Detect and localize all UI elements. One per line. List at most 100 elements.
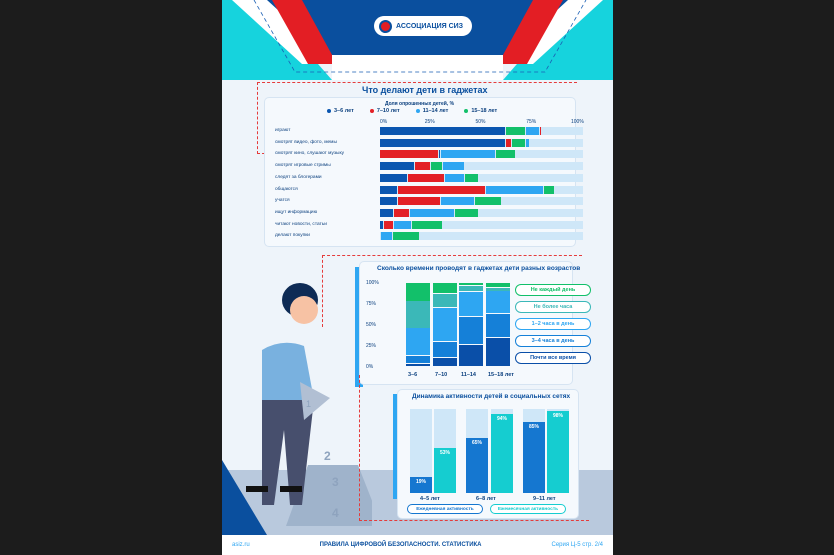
bar-segment — [380, 220, 384, 229]
legend-item: 11–14 лет — [415, 108, 448, 114]
category-label: читают новости, статьи — [275, 221, 327, 227]
bar-segment — [380, 138, 505, 147]
bar-segment — [440, 197, 475, 206]
org-logo: АССОЦИАЦИЯ СИЗ — [374, 16, 472, 36]
bar-segment — [410, 208, 455, 217]
bar-segment — [455, 208, 479, 217]
bar-value-label: 98% — [552, 412, 563, 419]
x-category-label: 7–10 — [435, 372, 448, 378]
org-name: АССОЦИАЦИЯ СИЗ — [396, 22, 464, 30]
stacked-bar-segment — [459, 316, 483, 345]
bar-segment — [384, 220, 394, 229]
bar-track — [380, 173, 583, 182]
header-decoration — [222, 0, 613, 80]
category-label: общаются — [275, 186, 298, 192]
category-label: ищут информацию — [275, 209, 318, 215]
bar-value-label: 65% — [471, 440, 482, 447]
stacked-bar-segment — [433, 293, 457, 308]
stacked-bar-segment — [406, 363, 430, 367]
y-tick-label: 50% — [366, 322, 377, 328]
bar-segment — [394, 208, 410, 217]
bar-segment — [485, 185, 544, 194]
chart3-plot: 19% 53% 4–5 лет 65% 94% 6–8 лет 85% 98% 9–11 лет… — [398, 390, 578, 518]
activity-bar — [410, 477, 432, 493]
bar-track — [380, 162, 583, 171]
bar-segment — [394, 220, 412, 229]
category-label: смотрят игровые стримы — [275, 163, 331, 169]
chart1-legend: 3–6 лет 7–10 лет 11–14 лет 15–18 лет — [327, 108, 497, 114]
bar-value-label: 85% — [528, 423, 539, 430]
bar-segment — [440, 150, 495, 159]
x-tick-label: 50% — [475, 119, 486, 125]
x-category-label: 3–6 — [408, 372, 418, 378]
footer-site-link[interactable]: asiz.ru — [232, 542, 250, 548]
category-label: следят за блогерами — [275, 174, 322, 180]
x-category-label: 4–5 лет — [420, 496, 440, 502]
bar-segment — [442, 162, 465, 171]
chart3-title: Динамика активности детей в социальных с… — [412, 393, 571, 400]
bar-segment — [412, 220, 442, 229]
legend-dot-icon — [415, 109, 420, 113]
stacked-bar-segment — [433, 357, 457, 367]
bar-segment — [495, 150, 515, 159]
legend-pill: 3–4 часа в день — [515, 335, 591, 347]
bar-track — [380, 220, 583, 229]
teacher-illustration: 2 3 4 1 — [246, 283, 372, 526]
infographic-poster: АССОЦИАЦИЯ СИЗ 2 3 4 1 Что делают дети в… — [222, 0, 613, 555]
bar-segment — [444, 173, 465, 182]
category-label: смотрят видео, фото, мемы — [275, 139, 337, 145]
legend-pill: Не более часа — [515, 301, 591, 313]
chart1-title: Что делают дети в гаджетах — [362, 85, 488, 95]
stacked-bar-segment — [459, 345, 483, 367]
chart2-panel: Сколько времени проводят в гаджетах дети… — [360, 262, 591, 384]
bar-segment — [380, 173, 408, 182]
chart1-plot: 0% 25% 50% 75% 100% играют смотрят видео, фото… — [265, 98, 584, 246]
footer: asiz.ru ПРАВИЛА ЦИФРОВОЙ БЕЗОПАСНОСТИ. С… — [222, 535, 613, 555]
chart1-panel: Доля опрошенных детей, % 3–6 лет 7–10 лет… — [265, 98, 584, 246]
stacked-bar-segment — [459, 285, 483, 292]
bar-segment — [430, 162, 442, 171]
bar-segment — [380, 208, 394, 217]
activity-bar — [466, 438, 488, 493]
x-category-label: 11–14 — [461, 372, 476, 378]
bar-segment — [505, 127, 526, 135]
bar-segment — [381, 232, 393, 241]
stacked-bar-segment — [486, 283, 510, 288]
stacked-bar-segment — [433, 283, 457, 294]
stacked-bar-segment — [406, 301, 430, 328]
stacked-bar-segment — [459, 292, 483, 316]
x-category-label: 15–18 лет — [488, 372, 514, 378]
bar-segment — [414, 162, 430, 171]
bar-segment — [540, 127, 542, 135]
bar-segment — [438, 150, 440, 159]
y-tick-label: 25% — [366, 343, 377, 349]
bar-segment — [398, 197, 440, 206]
stacked-bar-segment — [406, 283, 430, 301]
stacked-bar-segment — [486, 314, 510, 337]
activity-bar — [434, 448, 456, 493]
activity-bar — [491, 414, 513, 493]
chart3-panel: Динамика активности детей в социальных с… — [398, 390, 578, 518]
chart3-frame — [359, 375, 589, 521]
y-tick-label: 100% — [366, 280, 379, 286]
stacked-bar-segment — [433, 341, 457, 357]
bar-segment — [380, 127, 505, 135]
legend-item: 15–18 лет — [464, 108, 497, 114]
legend-pill: Ежемесячная активность — [490, 504, 566, 514]
bar-value-label: 53% — [439, 450, 450, 457]
footer-series: Серия Ц-5 стр. 2/4 — [551, 542, 603, 548]
stacked-bar-segment — [459, 283, 483, 285]
bar-segment — [475, 197, 501, 206]
chart1-subtitle: Доля опрошенных детей, % — [385, 101, 455, 107]
category-label: смотрят кино, слушают музыку — [275, 151, 345, 157]
chart2-plot: 0% 25% 50% 75% 100% 3–6 7–10 11–14 15–18 лет Не к… — [360, 262, 591, 384]
org-emblem-icon — [379, 19, 392, 33]
x-tick-label: 75% — [526, 119, 537, 125]
legend-pill: Не каждый день — [515, 284, 591, 296]
floor-corner-decoration — [222, 460, 267, 535]
svg-text:3: 3 — [332, 475, 339, 489]
bar-segment — [398, 185, 485, 194]
stacked-bar-segment — [486, 337, 510, 367]
legend-pill: Ежедневная активность — [407, 504, 483, 514]
x-category-label: 9–11 лет — [533, 496, 556, 502]
